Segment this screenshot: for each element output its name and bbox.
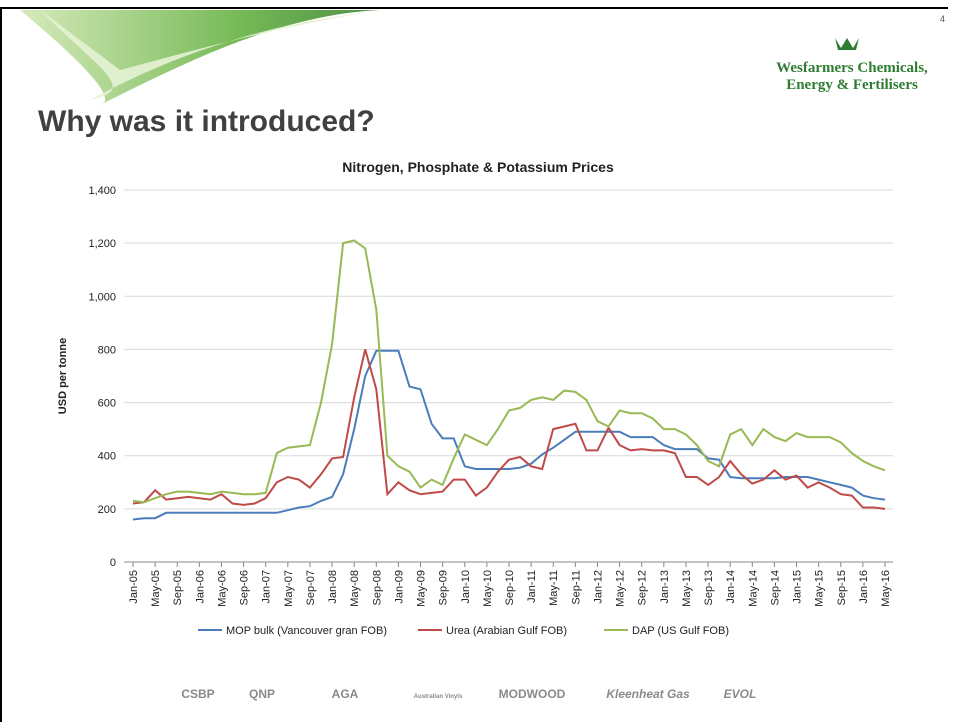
y-tick-label: 1,200 bbox=[88, 238, 116, 250]
footer-logo: CSBP bbox=[181, 687, 214, 701]
x-tick-label: Jan-06 bbox=[194, 570, 206, 604]
y-tick-label: 400 bbox=[98, 451, 116, 463]
x-tick-label: May-10 bbox=[482, 570, 494, 607]
x-tick-label: May-05 bbox=[150, 570, 162, 607]
data-line bbox=[132, 349, 886, 510]
x-tick-label: Sep-07 bbox=[305, 570, 317, 605]
x-tick-label: Jan-10 bbox=[460, 570, 472, 604]
x-tick-label: Jan-08 bbox=[327, 570, 339, 604]
logo-text: Energy & Fertilisers bbox=[786, 77, 918, 93]
data-line bbox=[132, 239, 886, 504]
y-tick-label: 800 bbox=[98, 344, 116, 356]
x-tick-label: May-13 bbox=[681, 570, 693, 607]
swoosh bbox=[20, 10, 380, 105]
y-tick-label: 0 bbox=[110, 557, 116, 569]
logo-mark bbox=[835, 38, 859, 50]
x-tick-label: Jan-16 bbox=[858, 570, 870, 604]
legend-label: Urea (Arabian Gulf FOB) bbox=[446, 625, 567, 637]
x-tick-label: May-12 bbox=[615, 570, 627, 607]
x-tick-label: May-14 bbox=[747, 570, 759, 607]
slide-title: Why was it introduced? bbox=[38, 105, 375, 138]
x-tick-label: Jan-12 bbox=[592, 570, 604, 604]
footer-logo: MODWOOD bbox=[499, 687, 566, 701]
x-tick-label: Jan-13 bbox=[659, 570, 671, 604]
x-tick-label: May-06 bbox=[216, 570, 228, 607]
x-tick-label: May-07 bbox=[283, 570, 295, 607]
legend-label: DAP (US Gulf FOB) bbox=[632, 625, 729, 637]
swoosh-light bbox=[40, 10, 370, 100]
x-tick-label: Sep-12 bbox=[637, 570, 649, 605]
x-tick-label: Jan-15 bbox=[792, 570, 804, 604]
y-axis-label: USD per tonne bbox=[57, 338, 69, 414]
y-tick-label: 1,000 bbox=[88, 291, 116, 303]
y-tick-label: 1,400 bbox=[88, 185, 116, 197]
x-tick-label: Sep-06 bbox=[239, 570, 251, 605]
x-tick-label: May-16 bbox=[880, 570, 892, 607]
x-tick-label: May-11 bbox=[548, 570, 560, 606]
x-tick-label: Sep-08 bbox=[371, 570, 383, 605]
page-number: 4 bbox=[940, 14, 945, 24]
x-tick-label: Sep-15 bbox=[836, 570, 848, 605]
logo-text: Wesfarmers Chemicals, bbox=[776, 60, 928, 76]
footer-logo: EVOL bbox=[724, 687, 757, 701]
x-tick-label: Sep-13 bbox=[703, 570, 715, 605]
footer-logo: QNP bbox=[249, 687, 275, 701]
x-tick-label: Sep-11 bbox=[570, 570, 582, 605]
x-tick-label: Jan-09 bbox=[393, 570, 405, 604]
x-tick-label: Jan-05 bbox=[128, 570, 140, 604]
legend-label: MOP bulk (Vancouver gran FOB) bbox=[226, 625, 387, 637]
x-tick-label: Sep-10 bbox=[504, 570, 516, 605]
chart-title: Nitrogen, Phosphate & Potassium Prices bbox=[342, 159, 614, 175]
x-tick-label: Jan-14 bbox=[725, 570, 737, 604]
x-tick-label: Jan-11 bbox=[526, 570, 538, 603]
x-tick-label: May-09 bbox=[416, 570, 428, 607]
footer-logo: Australian Vinyls bbox=[414, 694, 463, 700]
footer-logo: Kleenheat Gas bbox=[606, 687, 690, 701]
y-tick-label: 600 bbox=[98, 398, 116, 410]
y-tick-label: 200 bbox=[98, 504, 116, 516]
x-tick-label: Jan-07 bbox=[261, 570, 273, 604]
x-tick-label: Sep-09 bbox=[438, 570, 450, 605]
data-line bbox=[132, 349, 886, 521]
x-tick-label: Sep-05 bbox=[172, 570, 184, 605]
x-tick-label: May-08 bbox=[349, 570, 361, 607]
x-tick-label: Sep-14 bbox=[769, 570, 781, 605]
x-tick-label: May-15 bbox=[814, 570, 826, 607]
footer-logo: AGA bbox=[332, 687, 359, 701]
